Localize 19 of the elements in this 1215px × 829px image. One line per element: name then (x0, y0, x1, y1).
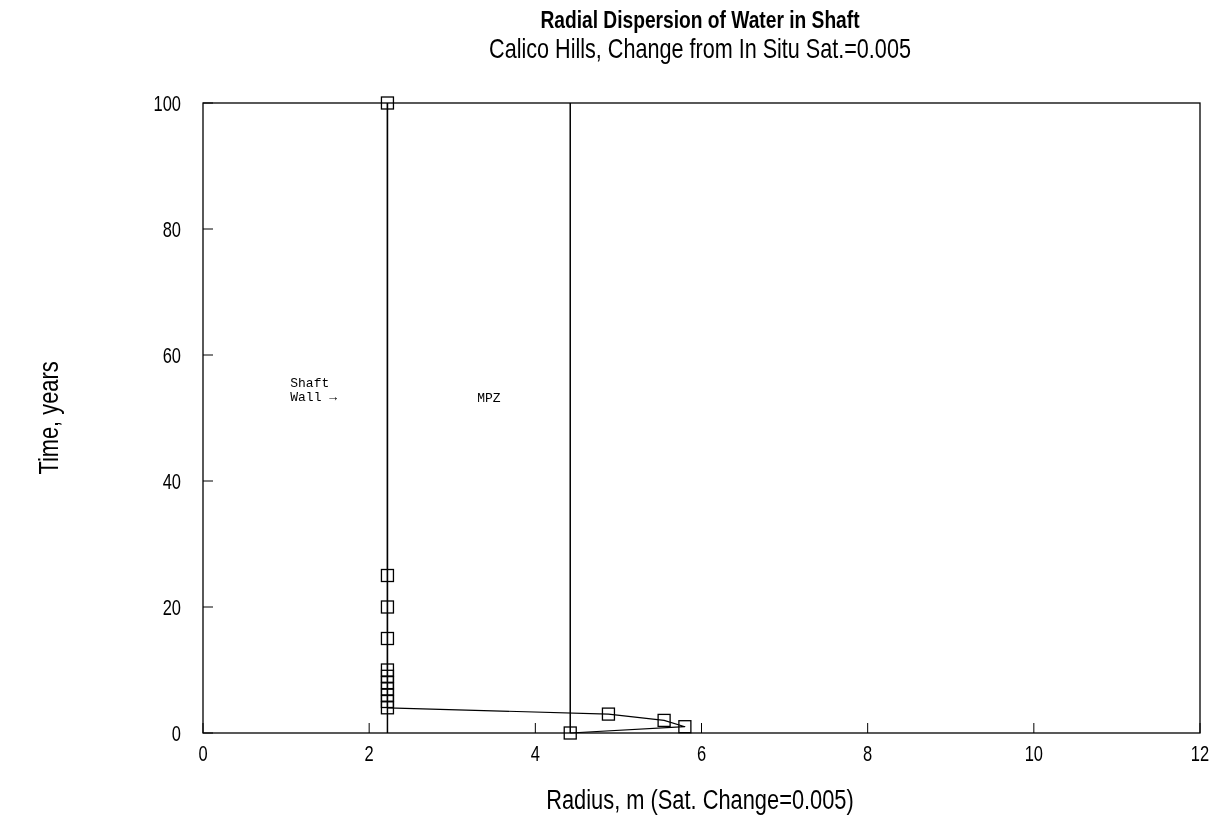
chart-title: Radial Dispersion of Water in Shaft (540, 5, 860, 34)
x-tick-label: 6 (696, 740, 707, 766)
chart-subtitle: Calico Hills, Change from In Situ Sat.=0.005 (489, 33, 911, 64)
x-tick-label: 0 (198, 740, 208, 766)
y-tick-label: 20 (162, 594, 182, 620)
y-tick-label: 100 (153, 90, 182, 116)
x-tick-label: 8 (863, 740, 873, 766)
x-tick-label: 12 (1190, 740, 1210, 766)
x-axis-title: Radius, m (Sat. Change=0.005) (546, 783, 854, 815)
y-tick-label: 40 (162, 468, 182, 494)
y-tick-label: 80 (162, 216, 182, 242)
annotation: Shaft Wall → (290, 375, 338, 405)
x-tick-label: 10 (1024, 740, 1044, 766)
annotation: MPZ (477, 391, 501, 407)
y-tick-label: 0 (171, 720, 182, 746)
y-tick-label: 60 (162, 342, 182, 368)
x-tick-label: 2 (364, 740, 374, 766)
y-axis-title: Time, years (32, 361, 64, 475)
x-tick-label: 4 (530, 740, 541, 766)
